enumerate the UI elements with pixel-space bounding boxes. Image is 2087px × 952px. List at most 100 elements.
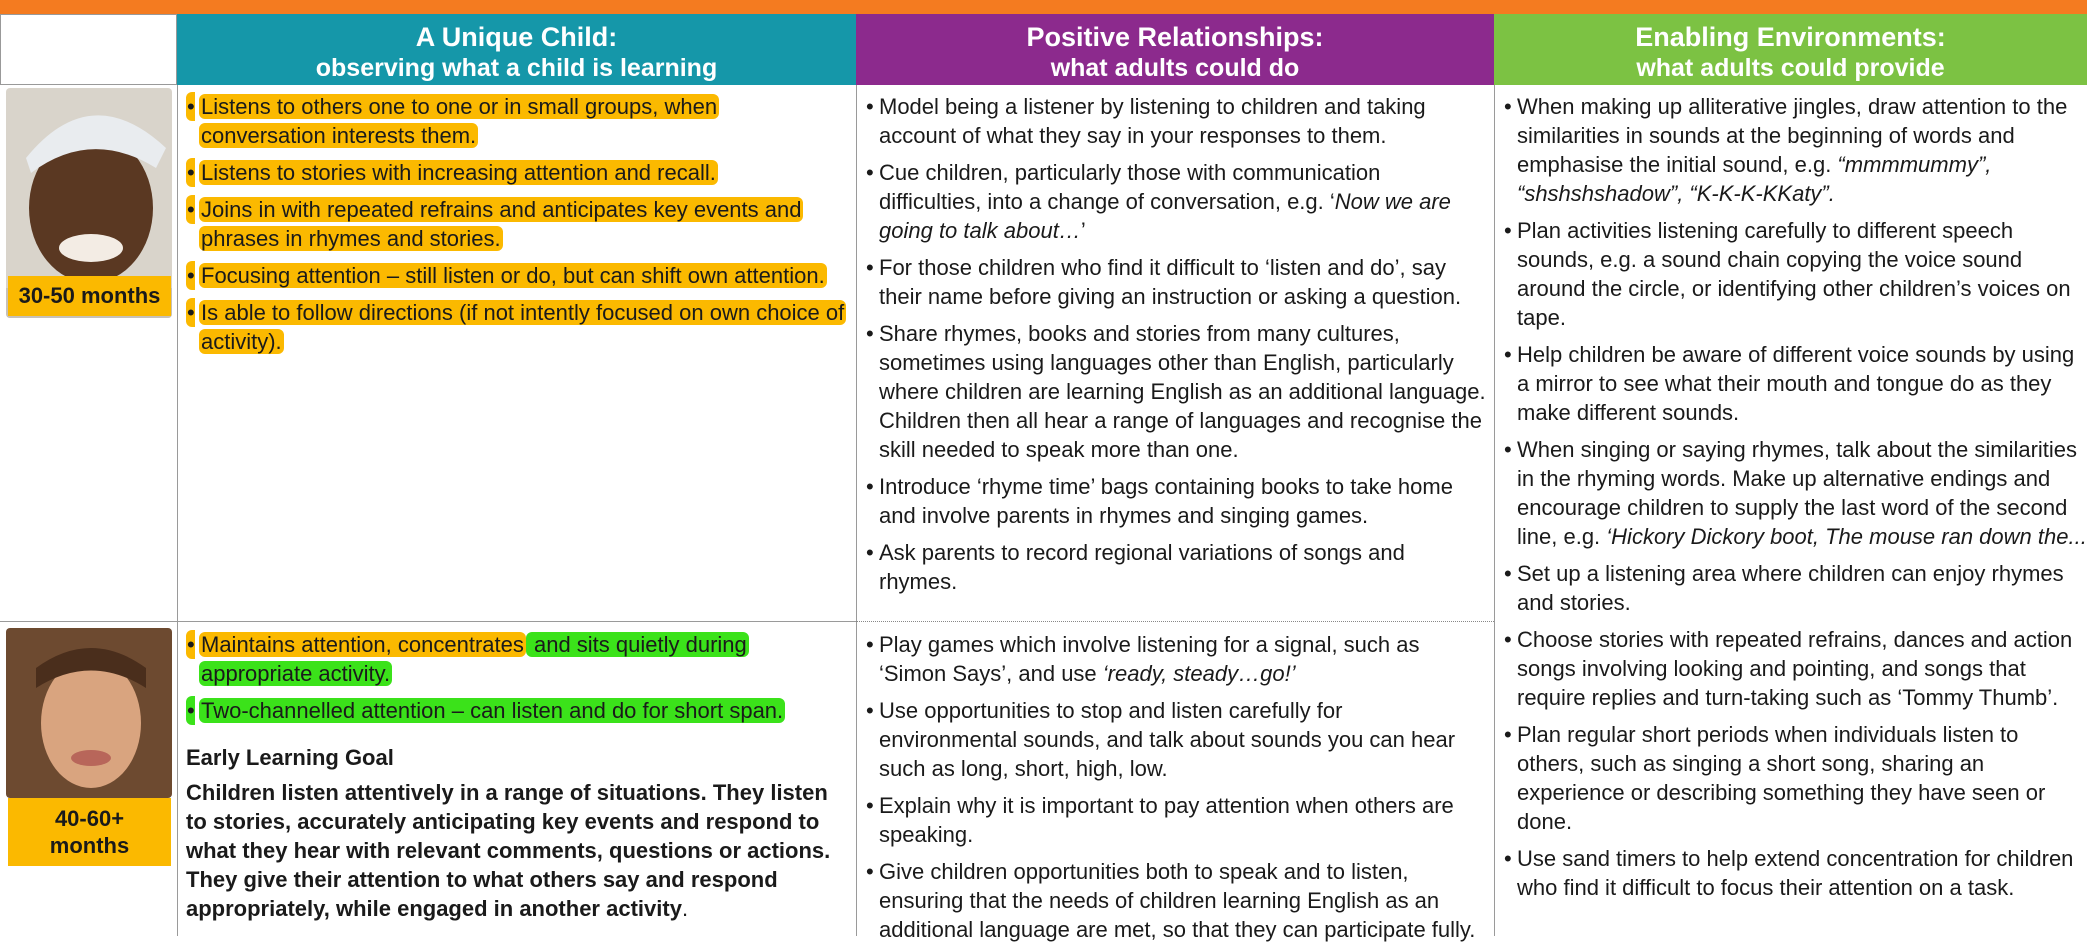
environments-list: • When making up alliterative jingles, dr…: [1504, 92, 2087, 936]
bullet: •: [866, 474, 874, 499]
text-segment: Choose stories with repeated refrains, d…: [1517, 627, 2073, 710]
divider: [856, 85, 857, 936]
bullet-item: • Choose stories with repeated refrains, …: [1504, 625, 2087, 712]
top-strip: [0, 0, 2087, 14]
column-header: Enabling Environments: what adults could …: [1494, 14, 2087, 85]
bullet-item: • Ask parents to record regional variatio…: [866, 538, 1486, 596]
text-segment: Share rhymes, books and stories from man…: [879, 321, 1486, 462]
row-divider: [0, 621, 856, 622]
bullet: •: [866, 255, 874, 280]
text-segment: Ask parents to record regional variation…: [879, 540, 1405, 594]
bullet-item: • Is able to follow directions (if not in…: [186, 298, 847, 356]
corner-cell: [0, 14, 177, 85]
bullet-list: • When making up alliterative jingles, dr…: [1504, 92, 2087, 902]
text-segment: When singing or saying rhymes, talk abou…: [1517, 437, 2078, 549]
bullet: •: [866, 540, 874, 565]
bullet-item: • Two-channelled attention – can listen a…: [186, 696, 846, 725]
column-header: Positive Relationships: what adults could…: [856, 14, 1494, 85]
text-segment: .: [681, 896, 689, 921]
text-segment: ‘ready, steady…go!’: [1102, 661, 1296, 686]
child-photo: [6, 628, 172, 798]
goal-heading: Early Learning Goal: [186, 745, 394, 770]
header-title: Positive Relationships:: [1026, 22, 1324, 52]
bullet: •: [186, 158, 195, 187]
bullet-list: • Maintains attention, concentrates and s…: [186, 630, 846, 725]
bullet-list: • Listens to others one to one or in smal…: [186, 92, 847, 356]
bullet: •: [186, 261, 195, 290]
bullet-item: • Listens to others one to one or in smal…: [186, 92, 846, 150]
age-label: 30-50 months: [8, 276, 171, 316]
bullet-item: • Help children be aware of different voi…: [1504, 340, 2087, 427]
text-segment: Introduce ‘rhyme time’ bags containing b…: [879, 474, 1453, 528]
bullet-item: • Use sand timers to help extend concentr…: [1504, 844, 2087, 902]
bullet-list: • Model being a listener by listening to …: [866, 92, 1486, 596]
text-segment: Maintains attention, concentrates: [199, 632, 526, 657]
bullet: •: [866, 321, 874, 346]
text-segment: Children listen attentively in a range o…: [186, 780, 831, 921]
text-segment: Explain why it is important to pay atten…: [879, 793, 1454, 847]
bullet: •: [1504, 846, 1512, 871]
bullet: •: [1504, 561, 1512, 586]
bullet: •: [866, 160, 874, 185]
dotted-divider: [856, 621, 1494, 622]
bullet-item: • Share rhymes, books and stories from ma…: [866, 319, 1486, 464]
bullet: •: [866, 632, 874, 657]
bullet-item: • Maintains attention, concentrates and s…: [186, 630, 846, 688]
text-segment: Play games which involve listening for a…: [879, 632, 1420, 686]
bullet: •: [1504, 94, 1512, 119]
age-label: 40-60+ months: [8, 798, 171, 866]
bullet: •: [186, 696, 195, 725]
header-title: A Unique Child:: [415, 22, 618, 52]
bullet-item: • When singing or saying rhymes, talk abo…: [1504, 435, 2087, 551]
text-segment: Listens to others one to one or in small…: [199, 94, 720, 148]
goal-text: Children listen attentively in a range o…: [186, 778, 846, 923]
bullet-item: • Plan activities listening carefully to …: [1504, 216, 2087, 332]
bullet-item: • Play games which involve listening for …: [866, 630, 1486, 688]
bullet: •: [866, 94, 874, 119]
divider: [1494, 85, 1495, 936]
bullet: •: [866, 793, 874, 818]
bullet-item: • For those children who find it difficul…: [866, 253, 1486, 311]
bullet-item: • Set up a listening area where children …: [1504, 559, 2087, 617]
text-segment: Two-channelled attention – can listen an…: [199, 698, 786, 723]
text-segment: Cue children, particularly those with co…: [879, 160, 1381, 214]
text-segment: When making up alliterative jingles, dra…: [1517, 94, 2068, 177]
bullet-list: • Play games which involve listening for …: [866, 630, 1486, 944]
text-segment: Listens to stories with increasing atten…: [199, 160, 718, 185]
goal: Early Learning Goal Children listen atte…: [186, 743, 846, 923]
bullet: •: [1504, 218, 1512, 243]
text-segment: Plan activities listening carefully to d…: [1517, 218, 2071, 330]
text-segment: Set up a listening area where children c…: [1517, 561, 2064, 615]
text-segment: Use opportunities to stop and listen car…: [879, 698, 1456, 781]
text-segment: Joins in with repeated refrains and anti…: [199, 197, 804, 251]
bullet: •: [186, 298, 195, 327]
bullet: •: [186, 195, 195, 224]
bullet: •: [866, 698, 874, 723]
adults-list: • Model being a listener by listening to …: [866, 92, 1486, 604]
bullet: •: [186, 92, 195, 121]
child-list: • Maintains attention, concentrates and s…: [186, 630, 846, 733]
bullet: •: [186, 630, 195, 659]
header-subtitle: observing what a child is learning: [315, 54, 718, 82]
text-segment: Model being a listener by listening to c…: [879, 94, 1426, 148]
child-list: • Listens to others one to one or in smal…: [186, 92, 847, 364]
bullet-item: • Listens to stories with increasing atte…: [186, 158, 846, 187]
text-segment: ’: [1080, 218, 1086, 243]
bullet-item: • Explain why it is important to pay atte…: [866, 791, 1486, 849]
header-subtitle: what adults could provide: [1636, 54, 1945, 82]
bullet-item: • Give children opportunities both to spe…: [866, 857, 1486, 944]
text-segment: “mmmmummy”, “shshshshadow”, “K-K-K-KKaty…: [1517, 152, 1992, 206]
text-segment: Focusing attention – still listen or do,…: [199, 263, 827, 288]
bullet: •: [1504, 722, 1512, 747]
text-segment: Is able to follow directions (if not int…: [199, 300, 847, 354]
bullet-item: • Introduce ‘rhyme time’ bags containing …: [866, 472, 1486, 530]
header-title: Enabling Environments:: [1635, 22, 1946, 52]
bullet-item: • Model being a listener by listening to …: [866, 92, 1486, 150]
column-header: A Unique Child: observing what a child is…: [177, 14, 856, 85]
divider: [177, 85, 178, 936]
text-segment: Help children be aware of different voic…: [1517, 342, 2075, 425]
text-segment: ‘Hickory Dickory boot, The mouse ran dow…: [1606, 524, 2087, 549]
adults-list: • Play games which involve listening for …: [866, 630, 1486, 952]
bullet-item: • Plan regular short periods when individ…: [1504, 720, 2087, 836]
